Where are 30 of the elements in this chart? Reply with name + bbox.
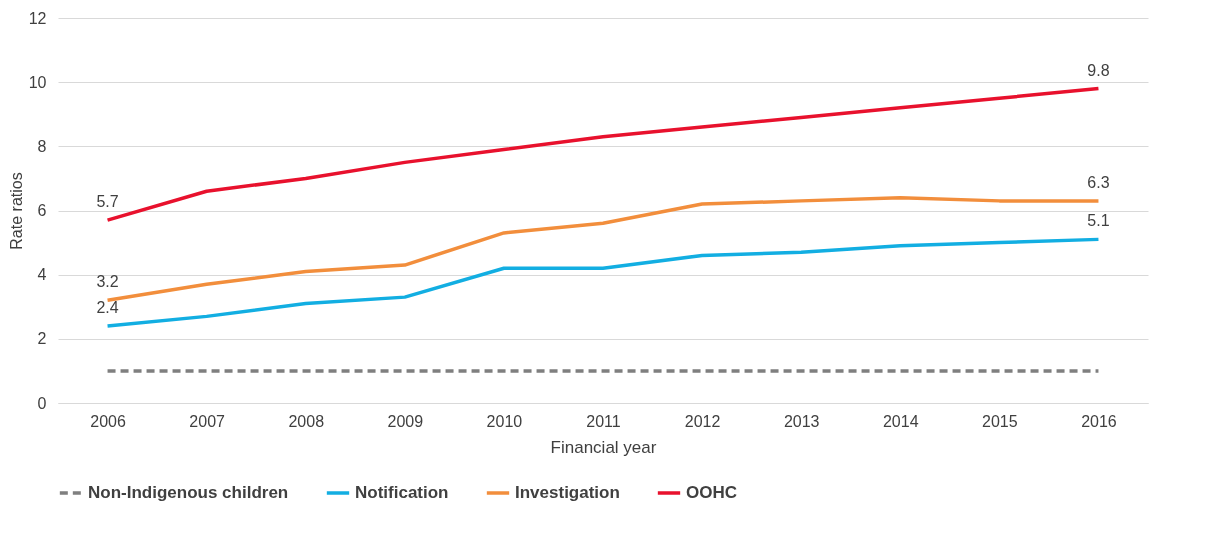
data-label: 5.1 — [1087, 212, 1110, 230]
x-tick-label: 2015 — [982, 412, 1018, 430]
data-label: 5.7 — [96, 193, 119, 211]
legend-label: Notification — [355, 483, 449, 502]
data-label: 2.4 — [96, 299, 119, 316]
x-axis-title: Financial year — [550, 437, 657, 457]
y-tick-label: 12 — [28, 9, 47, 27]
data-label: 6.3 — [1087, 173, 1110, 191]
legend-label: Non-Indigenous children — [88, 483, 289, 502]
x-tick-label: 2013 — [783, 412, 820, 430]
y-tick-label: 8 — [37, 137, 47, 155]
y-tick-label: 0 — [37, 394, 47, 412]
x-tick-label: 2007 — [189, 412, 226, 430]
y-tick-label: 6 — [37, 202, 47, 219]
x-tick-label: 2016 — [1081, 412, 1117, 430]
y-tick-label: 2 — [37, 330, 47, 348]
legend-label: OOHC — [686, 483, 737, 502]
y-axis-title: Rate ratios — [7, 172, 25, 250]
x-tick-label: 2010 — [486, 412, 523, 430]
x-tick-label: 2011 — [586, 412, 621, 430]
x-tick-label: 2006 — [90, 412, 126, 430]
y-tick-label: 4 — [37, 266, 47, 284]
data-label: 3.2 — [96, 273, 119, 291]
x-tick-label: 2009 — [387, 412, 424, 430]
y-tick-label: 10 — [28, 73, 47, 91]
data-label: 9.8 — [1087, 61, 1110, 79]
x-tick-label: 2012 — [684, 412, 721, 430]
x-tick-label: 2014 — [882, 412, 919, 430]
x-tick-label: 2008 — [288, 412, 325, 430]
legend-label: Investigation — [515, 483, 620, 502]
